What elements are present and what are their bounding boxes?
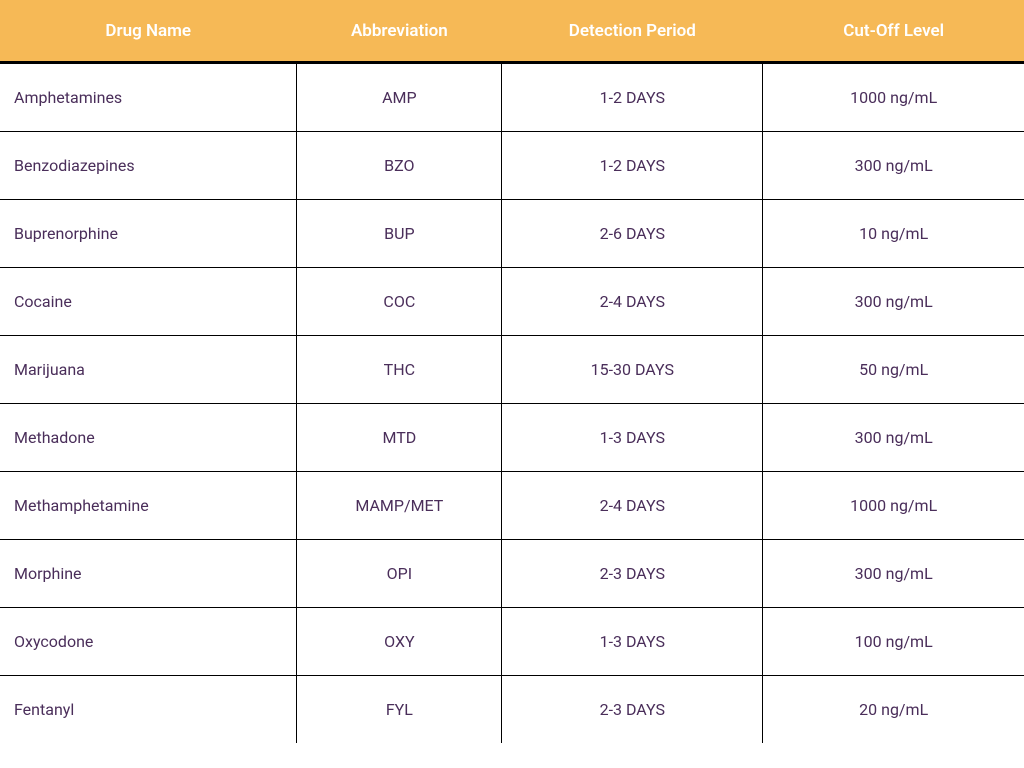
table-row: Marijuana THC 15-30 DAYS 50 ng/mL (0, 336, 1024, 404)
cell-cut-off-level: 300 ng/mL (763, 404, 1024, 472)
cell-drug-name: Methamphetamine (0, 472, 297, 540)
cell-abbreviation: BZO (297, 132, 502, 200)
cell-detection-period: 2-4 DAYS (502, 472, 763, 540)
cell-drug-name: Marijuana (0, 336, 297, 404)
table-row: Methamphetamine MAMP/MET 2-4 DAYS 1000 n… (0, 472, 1024, 540)
cell-abbreviation: OXY (297, 608, 502, 676)
cell-cut-off-level: 50 ng/mL (763, 336, 1024, 404)
cell-drug-name: Benzodiazepines (0, 132, 297, 200)
cell-detection-period: 2-4 DAYS (502, 268, 763, 336)
table-row: Cocaine COC 2-4 DAYS 300 ng/mL (0, 268, 1024, 336)
cell-drug-name: Methadone (0, 404, 297, 472)
cell-cut-off-level: 100 ng/mL (763, 608, 1024, 676)
cell-abbreviation: OPI (297, 540, 502, 608)
table-row: Methadone MTD 1-3 DAYS 300 ng/mL (0, 404, 1024, 472)
drug-test-table: Drug Name Abbreviation Detection Period … (0, 0, 1024, 743)
cell-abbreviation: BUP (297, 200, 502, 268)
cell-detection-period: 1-2 DAYS (502, 63, 763, 132)
cell-abbreviation: MAMP/MET (297, 472, 502, 540)
table-body: Amphetamines AMP 1-2 DAYS 1000 ng/mL Ben… (0, 63, 1024, 744)
cell-cut-off-level: 20 ng/mL (763, 676, 1024, 744)
col-header-detection-period: Detection Period (502, 1, 763, 63)
col-header-abbreviation: Abbreviation (297, 1, 502, 63)
cell-abbreviation: MTD (297, 404, 502, 472)
cell-abbreviation: THC (297, 336, 502, 404)
cell-cut-off-level: 300 ng/mL (763, 540, 1024, 608)
col-header-drug-name: Drug Name (0, 1, 297, 63)
cell-drug-name: Morphine (0, 540, 297, 608)
cell-cut-off-level: 300 ng/mL (763, 268, 1024, 336)
table-row: Oxycodone OXY 1-3 DAYS 100 ng/mL (0, 608, 1024, 676)
cell-cut-off-level: 300 ng/mL (763, 132, 1024, 200)
cell-abbreviation: FYL (297, 676, 502, 744)
cell-drug-name: Amphetamines (0, 63, 297, 132)
cell-detection-period: 1-2 DAYS (502, 132, 763, 200)
cell-abbreviation: COC (297, 268, 502, 336)
table-row: Morphine OPI 2-3 DAYS 300 ng/mL (0, 540, 1024, 608)
cell-detection-period: 2-6 DAYS (502, 200, 763, 268)
cell-cut-off-level: 1000 ng/mL (763, 63, 1024, 132)
cell-abbreviation: AMP (297, 63, 502, 132)
cell-detection-period: 1-3 DAYS (502, 404, 763, 472)
cell-drug-name: Fentanyl (0, 676, 297, 744)
table-row: Buprenorphine BUP 2-6 DAYS 10 ng/mL (0, 200, 1024, 268)
cell-detection-period: 15-30 DAYS (502, 336, 763, 404)
cell-cut-off-level: 10 ng/mL (763, 200, 1024, 268)
cell-detection-period: 2-3 DAYS (502, 676, 763, 744)
col-header-cut-off-level: Cut-Off Level (763, 1, 1024, 63)
cell-detection-period: 1-3 DAYS (502, 608, 763, 676)
cell-drug-name: Oxycodone (0, 608, 297, 676)
table-row: Benzodiazepines BZO 1-2 DAYS 300 ng/mL (0, 132, 1024, 200)
cell-drug-name: Buprenorphine (0, 200, 297, 268)
cell-detection-period: 2-3 DAYS (502, 540, 763, 608)
cell-drug-name: Cocaine (0, 268, 297, 336)
table-row: Amphetamines AMP 1-2 DAYS 1000 ng/mL (0, 63, 1024, 132)
cell-cut-off-level: 1000 ng/mL (763, 472, 1024, 540)
table-row: Fentanyl FYL 2-3 DAYS 20 ng/mL (0, 676, 1024, 744)
table-header-row: Drug Name Abbreviation Detection Period … (0, 1, 1024, 63)
